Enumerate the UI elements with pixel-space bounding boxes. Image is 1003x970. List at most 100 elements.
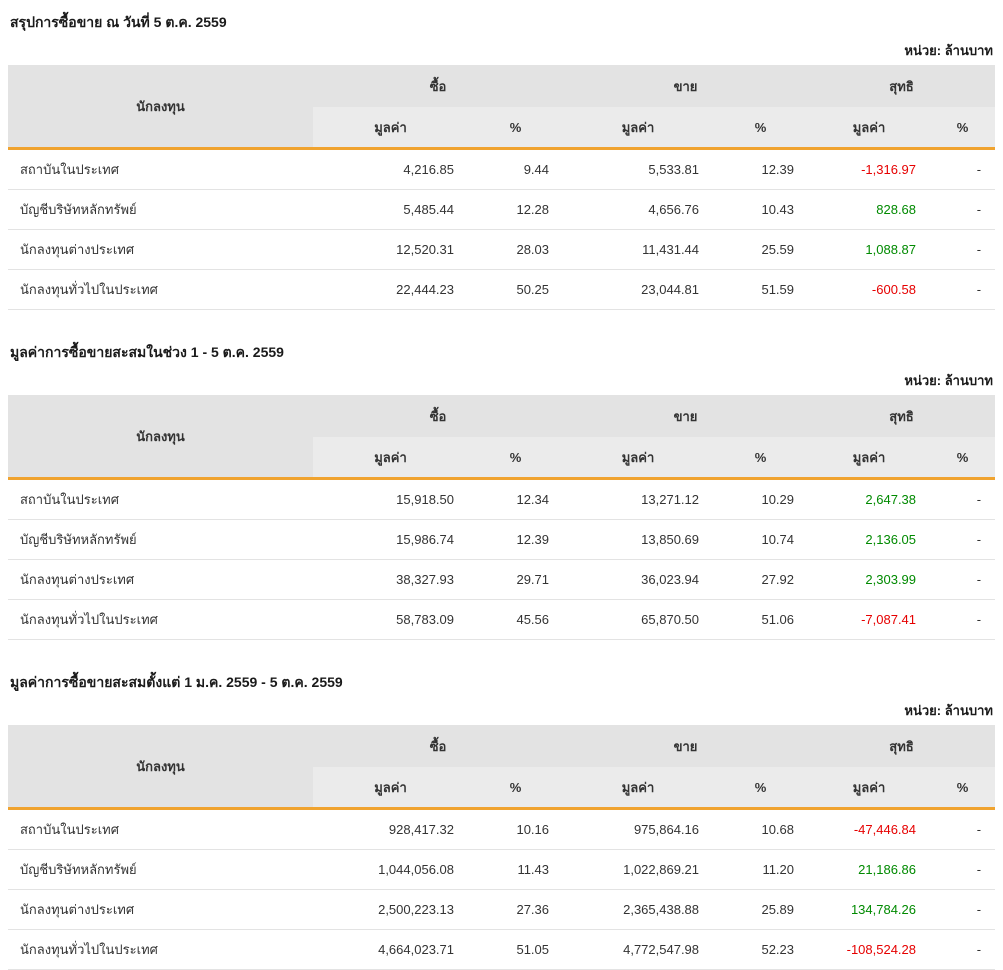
table-header-sub-row: มูลค่า % มูลค่า % มูลค่า % [8,437,996,480]
investor-name: นักลงทุนทั่วไปในประเทศ [8,599,313,640]
buy-percent-cell: 12.34 [468,478,564,520]
sell-percent-cell: 25.59 [713,229,809,270]
buy-percent-cell: 27.36 [468,889,564,930]
sell-value-cell: 23,044.81 [563,269,714,310]
net-value-cell: 21,186.86 [808,849,931,890]
buy-value-cell: 15,986.74 [313,519,468,560]
section-title: สรุปการซื้อขาย ณ วันที่ 5 ต.ค. 2559 [10,14,227,30]
column-header-buy-percent: % [468,107,564,150]
column-header-buy: ซื้อ [313,395,564,437]
buy-value-cell: 1,044,056.08 [313,849,468,890]
table-row: นักลงทุนทั่วไปในประเทศ 22,444.23 50.25 23,0… [8,269,996,310]
column-header-buy-value: มูลค่า [313,107,468,150]
column-header-sell-value: มูลค่า [563,107,714,150]
buy-percent-cell: 10.16 [468,808,564,850]
net-value-cell: 1,088.87 [808,229,931,270]
table-row: สถาบันในประเทศ 928,417.32 10.16 975,864.16 1… [8,808,996,850]
buy-percent-cell: 12.39 [468,519,564,560]
sell-percent-cell: 52.23 [713,929,809,970]
column-header-net-percent: % [930,767,996,810]
column-header-sell-percent: % [713,437,809,480]
table-header-sub-row: มูลค่า % มูลค่า % มูลค่า % [8,107,996,150]
sell-percent-cell: 10.68 [713,808,809,850]
column-header-net-value: มูลค่า [808,437,931,480]
sell-value-cell: 5,533.81 [563,148,714,190]
net-percent-cell: - [930,929,996,970]
net-percent-cell: - [930,189,996,230]
sell-value-cell: 2,365,438.88 [563,889,714,930]
net-percent-cell: - [930,889,996,930]
table-row: บัญชีบริษัทหลักทรัพย์ 15,986.74 12.39 13,85… [8,519,996,560]
investor-name: สถาบันในประเทศ [8,478,313,520]
net-value-cell: -600.58 [808,269,931,310]
table-row: นักลงทุนทั่วไปในประเทศ 4,664,023.71 51.05 4… [8,929,996,970]
net-value-cell: -7,087.41 [808,599,931,640]
net-percent-cell: - [930,849,996,890]
column-header-net-percent: % [930,107,996,150]
buy-percent-cell: 9.44 [468,148,564,190]
table-row: นักลงทุนทั่วไปในประเทศ 58,783.09 45.56 65,8… [8,599,996,640]
sell-value-cell: 13,850.69 [563,519,714,560]
column-header-sell: ขาย [563,395,809,437]
net-percent-cell: - [930,229,996,270]
column-header-investor: นักลงทุน [8,395,313,480]
table-header-sub-row: มูลค่า % มูลค่า % มูลค่า % [8,767,996,810]
column-header-net-percent: % [930,437,996,480]
table-row: สถาบันในประเทศ 4,216.85 9.44 5,533.81 12.39-… [8,148,996,190]
buy-value-cell: 2,500,223.13 [313,889,468,930]
net-value-cell: -108,524.28 [808,929,931,970]
accumulated-period-section: มูลค่าการซื้อขายสะสมในช่วง 1 - 5 ต.ค. 25… [0,334,1003,640]
accumulated-ytd-section: มูลค่าการซื้อขายสะสมตั้งแต่ 1 ม.ค. 2559 … [0,664,1003,970]
investor-name: นักลงทุนทั่วไปในประเทศ [8,929,313,970]
buy-percent-cell: 29.71 [468,559,564,600]
table-row: นักลงทุนต่างประเทศ 38,327.93 29.71 36,023.9… [8,559,996,600]
sell-value-cell: 975,864.16 [563,808,714,850]
sell-percent-cell: 27.92 [713,559,809,600]
net-value-cell: 2,303.99 [808,559,931,600]
column-header-investor: นักลงทุน [8,725,313,810]
buy-value-cell: 4,216.85 [313,148,468,190]
column-header-net-value: มูลค่า [808,767,931,810]
net-percent-cell: - [930,148,996,190]
column-header-sell-percent: % [713,767,809,810]
net-percent-cell: - [930,478,996,520]
column-header-net: สุทธิ [808,65,996,107]
sell-percent-cell: 10.43 [713,189,809,230]
sell-percent-cell: 51.06 [713,599,809,640]
sell-value-cell: 4,656.76 [563,189,714,230]
investor-name: นักลงทุนทั่วไปในประเทศ [8,269,313,310]
sell-value-cell: 4,772,547.98 [563,929,714,970]
investor-name: สถาบันในประเทศ [8,808,313,850]
table-row: สถาบันในประเทศ 15,918.50 12.34 13,271.12 10.… [8,478,996,520]
net-value-cell: 134,784.26 [808,889,931,930]
table-header-group-row: นักลงทุน ซื้อ ขาย สุทธิ [8,725,996,810]
net-value-cell: 828.68 [808,189,931,230]
table-row: นักลงทุนต่างประเทศ 12,520.31 28.03 11,431.4… [8,229,996,270]
unit-label: หน่วย: ล้านบาท [904,703,993,718]
buy-percent-cell: 50.25 [468,269,564,310]
table-row: บัญชีบริษัทหลักทรัพย์ 5,485.44 12.28 4,656.… [8,189,996,230]
buy-percent-cell: 51.05 [468,929,564,970]
investor-name: นักลงทุนต่างประเทศ [8,229,313,270]
unit-label: หน่วย: ล้านบาท [904,43,993,58]
investor-trading-table-period: นักลงทุน ซื้อ ขาย สุทธิ มูลค่า % มูลค่า … [8,395,996,640]
investor-trading-table-daily: นักลงทุน ซื้อ ขาย สุทธิ มูลค่า % มูลค่า … [8,65,996,310]
buy-value-cell: 4,664,023.71 [313,929,468,970]
investor-name: นักลงทุนต่างประเทศ [8,889,313,930]
sell-value-cell: 1,022,869.21 [563,849,714,890]
net-value-cell: 2,647.38 [808,478,931,520]
net-value-cell: -1,316.97 [808,148,931,190]
table-row: บัญชีบริษัทหลักทรัพย์ 1,044,056.08 11.43 1,… [8,849,996,890]
investor-name: นักลงทุนต่างประเทศ [8,559,313,600]
column-header-investor: นักลงทุน [8,65,313,150]
buy-percent-cell: 12.28 [468,189,564,230]
investor-name: บัญชีบริษัทหลักทรัพย์ [8,849,313,890]
table-header-group-row: นักลงทุน ซื้อ ขาย สุทธิ [8,65,996,150]
buy-value-cell: 22,444.23 [313,269,468,310]
column-header-buy-value: มูลค่า [313,767,468,810]
table-header-group-row: นักลงทุน ซื้อ ขาย สุทธิ [8,395,996,480]
sell-percent-cell: 51.59 [713,269,809,310]
buy-value-cell: 15,918.50 [313,478,468,520]
sell-percent-cell: 10.29 [713,478,809,520]
